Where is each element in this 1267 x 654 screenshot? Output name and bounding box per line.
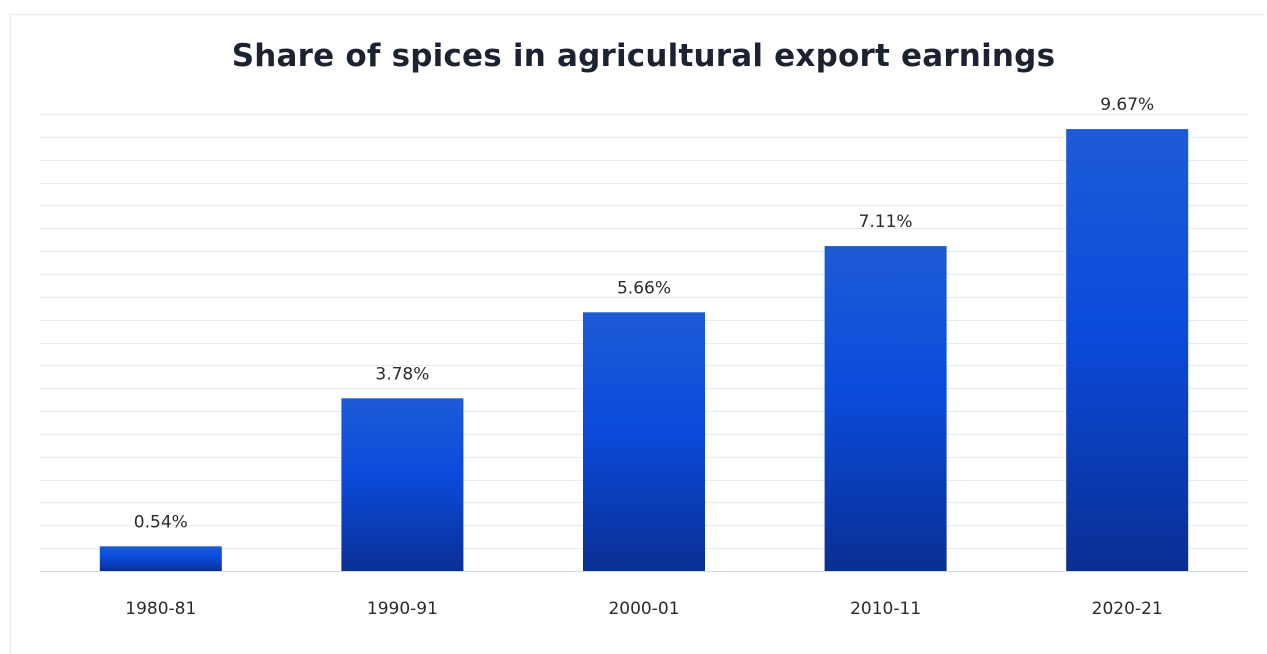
x-tick-label-1990-91: 1990-91 — [367, 599, 438, 619]
bar-1990-91 — [341, 398, 464, 571]
x-axis-ticks: 1980-81 1990-91 2000-01 2010-11 2020-21 — [125, 599, 1162, 619]
chart-title: Share of spices in agricultural export e… — [231, 38, 1056, 74]
x-tick-label-2020-21: 2020-21 — [1092, 599, 1163, 619]
data-label-1980-81: 0.54% — [134, 512, 188, 532]
bar-2010-11 — [824, 246, 947, 571]
x-tick-label-1980-81: 1980-81 — [125, 599, 196, 619]
data-label-2000-01: 5.66% — [617, 278, 671, 298]
x-tick-label-2010-11: 2010-11 — [850, 599, 921, 619]
data-label-2010-11: 7.11% — [859, 212, 913, 232]
data-label-2020-21: 9.67% — [1100, 95, 1154, 115]
bars — [99, 129, 1189, 571]
bar-chart: 0.54% 3.78% 5.66% 7.11% 9.67% 1980-81 1990-91… — [40, 95, 1248, 619]
bar-2020-21 — [1066, 129, 1189, 571]
data-labels: 0.54% 3.78% 5.66% 7.11% 9.67% — [134, 95, 1154, 532]
data-label-1990-91: 3.78% — [375, 364, 429, 384]
bar-2000-01 — [583, 312, 705, 571]
bar-1980-81 — [99, 546, 222, 571]
x-tick-label-2000-01: 2000-01 — [608, 599, 679, 619]
